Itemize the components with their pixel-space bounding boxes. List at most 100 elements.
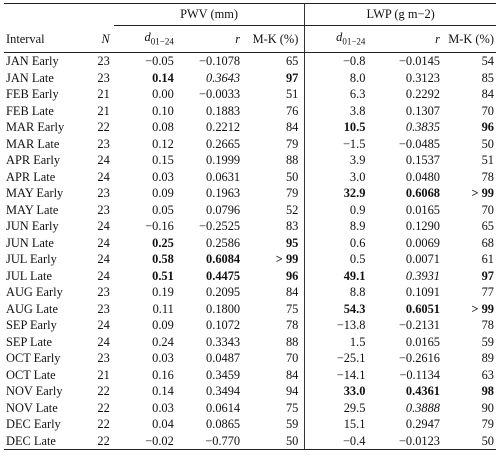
table-row: JUN Early 24 −0.16 −0.2525 83 8.9 0.1290 65 — [4, 218, 496, 235]
lwp-r-cell: 0.0071 — [405, 252, 440, 266]
table-row: OCT Late 21 0.16 0.3459 84 −14.1 −0.1134 63 — [4, 366, 496, 383]
data-table: PWV (mm) LWP (g m−2) Interval N d01−24 r… — [4, 3, 496, 450]
pwv-d-cell: 0.14 — [152, 70, 174, 85]
table-row: NOV Early 22 0.14 0.3494 94 33.0 0.4361 98 — [4, 383, 496, 400]
pwv-r-cell: 0.0487 — [206, 351, 241, 365]
pwv-d-cell: 0.12 — [152, 136, 174, 151]
interval-cell: AUG Early — [6, 285, 63, 299]
pwv-mk-cell: 84 — [240, 366, 306, 383]
n-cell: 24 — [97, 252, 110, 266]
table-row: JAN Early 23 −0.05 −0.1078 65 −0.8 −0.0145 54 — [4, 52, 496, 70]
table-row: MAY Late 23 0.05 0.0796 52 0.9 0.0165 70 — [4, 201, 496, 218]
pwv-r-cell: 0.1800 — [206, 301, 241, 316]
n-cell: 24 — [97, 235, 110, 250]
interval-cell: JUL Early — [6, 252, 57, 266]
interval-cell: NOV Late — [6, 400, 58, 415]
pwv-mk-cell: > 99 — [240, 251, 306, 268]
lwp-d-cell: 3.8 — [349, 103, 366, 118]
lwp-r-cell: −0.0123 — [365, 432, 440, 450]
pwv-r-cell: −0.2525 — [199, 219, 241, 233]
pwv-r-cell: 0.3643 — [206, 70, 241, 85]
pwv-group-header: PWV (mm) — [113, 3, 306, 26]
lwp-d-cell: 8.8 — [349, 285, 366, 299]
interval-cell: NOV Early — [6, 384, 63, 398]
lwp-d-cell: 0.5 — [349, 252, 366, 266]
table-row: APR Late 24 0.03 0.0631 50 3.0 0.0480 78 — [4, 168, 496, 185]
lwp-mk-cell: 68 — [481, 235, 494, 250]
lwp-d-cell: 54.3 — [343, 301, 366, 316]
pwv-mk-cell: 94 — [240, 383, 306, 400]
n-cell: 22 — [97, 417, 110, 431]
pwv-r-cell: 0.2586 — [206, 235, 241, 250]
n-cell: 21 — [97, 103, 110, 118]
table-row: SEP Late 24 0.24 0.3343 88 1.5 0.0165 59 — [4, 333, 496, 350]
pwv-r-cell: 0.0796 — [206, 202, 241, 217]
table-body: JAN Early 23 −0.05 −0.1078 65 −0.8 −0.0145 54 JA… — [4, 52, 496, 450]
lwp-mk-cell: 84 — [481, 87, 494, 101]
interval-header: Interval — [6, 31, 45, 46]
pwv-r-cell: −0.1078 — [173, 52, 241, 70]
column-header-row: Interval N d01−24 r M-K (%) d01−24 r M-K… — [4, 25, 496, 53]
n-cell: 23 — [97, 70, 110, 85]
lwp-d-cell: 6.3 — [349, 87, 366, 101]
pwv-mk-cell: 97 — [240, 69, 306, 86]
lwp-r-cell: −0.1134 — [399, 367, 440, 382]
lwp-r-cell: 0.3931 — [405, 268, 440, 283]
n-cell: 23 — [97, 202, 110, 217]
lwp-d-cell: 10.5 — [343, 120, 366, 134]
table-row: MAR Early 22 0.08 0.2212 84 10.5 0.3835 96 — [4, 119, 496, 136]
interval-cell: MAR Late — [6, 136, 60, 151]
pwv-mk-cell: 88 — [240, 333, 306, 350]
n-cell: 23 — [97, 351, 110, 365]
lwp-mk-cell: 51 — [481, 153, 494, 167]
table-row: SEP Early 24 0.09 0.1072 78 −13.8 −0.2131 78 — [4, 317, 496, 334]
n-cell: 23 — [97, 186, 110, 200]
pwv-r-cell: 0.0631 — [206, 169, 241, 184]
pwv-r-cell: 0.2095 — [206, 285, 241, 299]
lwp-mk-cell: 85 — [481, 70, 494, 85]
lwp-r-cell: 0.1537 — [405, 153, 440, 167]
pwv-r-cell: 0.3494 — [206, 384, 241, 398]
pwv-d-cell: 0.03 — [152, 351, 174, 365]
pwv-d-cell: 0.05 — [152, 202, 174, 217]
pwv-d-cell: 0.08 — [152, 120, 174, 134]
interval-cell: JUN Late — [6, 235, 54, 250]
table-row: DEC Early 22 0.04 0.0865 59 15.1 0.2947 79 — [4, 416, 496, 433]
lwp-mk-cell: 50 — [481, 136, 494, 151]
lwp-d-cell: 33.0 — [343, 384, 366, 398]
pwv-d-cell: 0.19 — [152, 285, 174, 299]
lwp-mk-cell: 97 — [481, 268, 494, 283]
pwv-mk-cell: 70 — [240, 350, 306, 367]
lwp-d-cell: 3.0 — [349, 169, 366, 184]
table-row: FEB Early 21 0.00 −0.0033 51 6.3 0.2292 84 — [4, 86, 496, 103]
lwp-mk-cell: 63 — [481, 367, 494, 382]
n-cell: 22 — [88, 432, 114, 450]
table-row: JUL Early 24 0.58 0.6084 > 99 0.5 0.0071 61 — [4, 251, 496, 268]
lwp-mk-cell: 89 — [481, 351, 494, 365]
interval-cell: FEB Late — [6, 103, 54, 118]
lwp-r-cell: −0.2616 — [398, 351, 440, 365]
lwp-r-cell: 0.0165 — [405, 202, 440, 217]
n-cell: 21 — [97, 87, 110, 101]
pwv-mk-cell: 83 — [240, 218, 306, 235]
lwp-mk-cell: 54 — [439, 52, 496, 70]
pwv-mk-cell: 84 — [240, 284, 306, 301]
lwp-d-cell: −1.5 — [342, 136, 366, 151]
lwp-mk-cell: 70 — [481, 202, 494, 217]
lwp-mk-cell: > 99 — [471, 301, 494, 316]
lwp-group-header: LWP (g m−2) — [304, 3, 496, 26]
lwp-d-cell: 8.9 — [349, 219, 366, 233]
lwp-r-cell: −0.2131 — [398, 318, 440, 332]
interval-cell: MAY Early — [6, 186, 64, 200]
lwp-d-cell: 32.9 — [343, 186, 366, 200]
lwp-mk-header: M-K (%) — [448, 31, 494, 46]
pwv-r-cell: 0.3459 — [206, 367, 241, 382]
lwp-r-cell: 0.3835 — [405, 120, 440, 134]
interval-cell: JUN Early — [6, 219, 59, 233]
pwv-mk-cell: 52 — [240, 201, 306, 218]
pwv-mk-cell: 65 — [240, 52, 306, 70]
interval-cell: AUG Late — [6, 301, 58, 316]
n-header: N — [101, 31, 110, 46]
pwv-d-cell: 0.04 — [152, 417, 174, 431]
interval-cell: OCT Early — [6, 351, 61, 365]
